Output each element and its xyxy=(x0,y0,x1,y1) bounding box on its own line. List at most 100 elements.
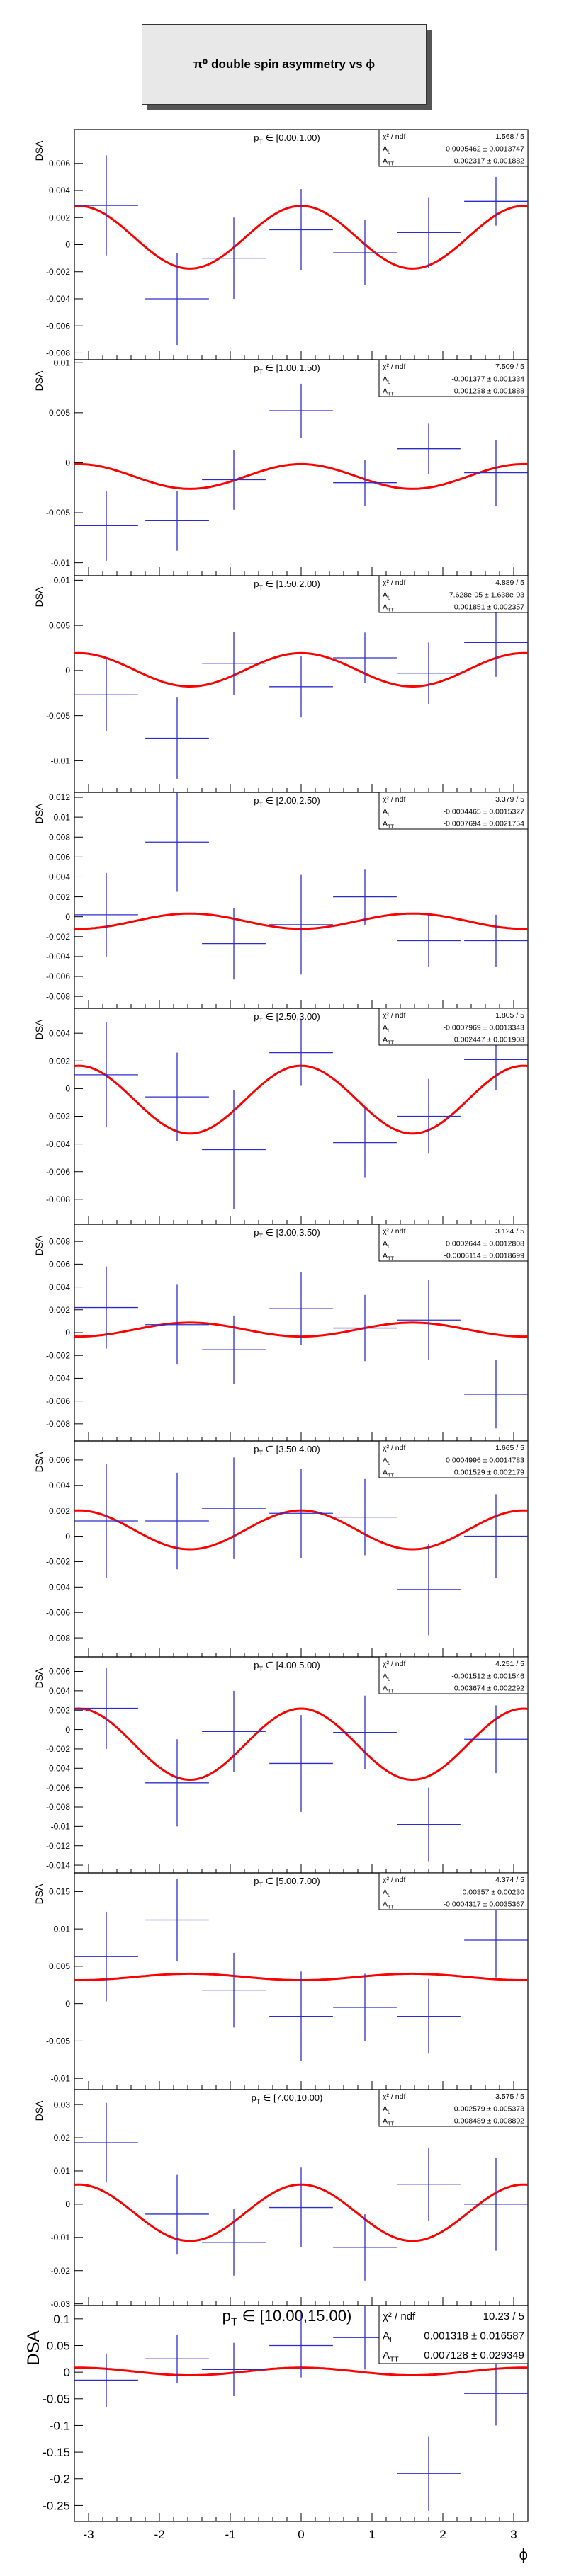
stat-label: ATT xyxy=(383,1469,395,1478)
x-tick-label: -3 xyxy=(83,2528,94,2541)
x-tick-label: -2 xyxy=(154,2528,164,2541)
data-point xyxy=(269,656,333,718)
panel-8: 0.006 0.004 0.002 0 -0.002 -0.004 -0.006 -0.008… xyxy=(33,1656,529,1874)
y-tick-label: -0.002 xyxy=(46,1744,70,1754)
y-tick-label: 0.002 xyxy=(49,892,70,902)
data-point xyxy=(464,1494,528,1578)
stat-label: χ² / ndf xyxy=(383,1660,405,1668)
panel-7: 0.006 0.004 0.002 0 -0.002 -0.004 -0.006 -0.008… xyxy=(33,1440,529,1658)
y-tick-label: -0.008 xyxy=(46,1195,70,1204)
stat-value: 0.007128 ± 0.029349 xyxy=(424,2349,524,2361)
data-point xyxy=(202,450,266,510)
data-point xyxy=(269,1469,333,1558)
data-point xyxy=(464,176,528,226)
stat-value: -0.0006114 ± 0.0018699 xyxy=(444,1252,524,1260)
stat-value: 0.001318 ± 0.016587 xyxy=(424,2330,524,2342)
stats-box: χ² / ndf 3.379 / 5 AL -0.0004465 ± 0.001532… xyxy=(378,792,529,830)
stat-value: 7.628e-05 ± 1.638e-03 xyxy=(449,591,524,599)
stat-label: ATT xyxy=(383,2117,395,2127)
stat-value: 3.379 / 5 xyxy=(495,795,524,804)
y-tick-label: 0 xyxy=(65,1532,70,1541)
data-point xyxy=(145,1472,209,1570)
y-tick-label: -0.05 xyxy=(43,2393,70,2406)
y-tick-label: -0.004 xyxy=(46,1374,70,1384)
data-point xyxy=(74,1266,138,1349)
data-point xyxy=(202,2342,266,2397)
panel-9: 0.015 0.01 0.005 0 -0.005 -0.01 DSA pT ∈ [5.00,… xyxy=(33,1872,529,2090)
data-point xyxy=(202,908,266,980)
panel-10: 0.03 0.02 0.01 0 -0.01 -0.02 -0.03 DSA pT ∈ [7.0… xyxy=(33,2089,529,2309)
stat-value: 7.509 / 5 xyxy=(495,363,524,371)
y-tick-label: 0 xyxy=(65,458,70,468)
stat-label: ATT xyxy=(383,2349,399,2364)
panel-3: 0.01 0.005 0 -0.005 -0.01 DSA pT ∈ [1.50,2.00)… xyxy=(33,575,529,793)
stat-value: -0.001377 ± 0.001334 xyxy=(451,375,524,383)
stat-label: AL xyxy=(383,2330,394,2345)
stat-label: χ² / ndf xyxy=(383,2092,405,2101)
stats-box: χ² / ndf 3.124 / 5 AL 0.0002644 ± 0.0012808… xyxy=(378,1224,529,1262)
stats-box: χ² / ndf 4.374 / 5 AL 0.00357 ± 0.00230 ATT -… xyxy=(378,1872,529,1910)
stat-value: 3.124 / 5 xyxy=(495,1227,524,1236)
stats-box: χ² / ndf 1.805 / 5 AL -0.0007969 ± 0.001334… xyxy=(378,1008,529,1046)
data-point xyxy=(74,872,138,957)
data-point xyxy=(269,2167,333,2247)
data-point xyxy=(145,1879,209,1961)
stat-label: AL xyxy=(383,1456,390,1466)
data-point xyxy=(464,914,528,967)
data-point xyxy=(397,1078,461,1154)
data-point xyxy=(74,2353,138,2407)
data-point xyxy=(464,1705,528,1774)
y-tick-label: 0.006 xyxy=(49,1260,70,1270)
stat-label: AL xyxy=(383,1888,390,1898)
figure-title: π⁰ double spin asymmetry vs ϕ xyxy=(142,24,427,105)
stat-value: -0.001512 ± 0.001546 xyxy=(451,1672,524,1680)
y-tick-label: -0.008 xyxy=(46,1419,70,1429)
y-tick-label: -0.01 xyxy=(51,1822,71,1832)
y-tick-label: -0.25 xyxy=(43,2499,70,2512)
stat-label: χ² / ndf xyxy=(383,1011,405,1020)
panel-11: 0.1 0.05 0 -0.05 -0.1 -0.15 -0.2 -0.25 DSA pT ∈ [… xyxy=(24,2305,529,2563)
panel-4: 0.012 0.01 0.008 0.006 0.004 0.002 0 -0.002 -0.0… xyxy=(33,792,529,1009)
y-tick-label: 0 xyxy=(65,1084,70,1094)
y-tick-label: -0.02 xyxy=(51,2266,71,2276)
stats-box: χ² / ndf 7.509 / 5 AL -0.001377 ± 0.001334 A… xyxy=(378,359,529,397)
stat-label: ATT xyxy=(383,157,395,167)
y-tick-label: 0.02 xyxy=(54,2133,71,2143)
y-axis-title: DSA xyxy=(24,2330,43,2365)
x-tick-label: 0 xyxy=(298,2528,304,2541)
stat-label: ATT xyxy=(383,1252,395,1262)
stat-value: 4.889 / 5 xyxy=(495,579,524,587)
y-tick-label: 0.004 xyxy=(49,186,70,195)
data-point xyxy=(397,642,461,705)
data-point xyxy=(397,1280,461,1360)
y-tick-label: -0.014 xyxy=(46,1860,70,1870)
y-tick-label: 0.01 xyxy=(54,358,71,367)
data-point xyxy=(202,2209,266,2276)
y-axis-title: DSA xyxy=(33,1452,45,1472)
y-tick-label: -0.006 xyxy=(46,971,70,981)
data-point xyxy=(202,1690,266,1772)
data-point xyxy=(145,697,209,779)
data-point xyxy=(397,914,461,967)
data-point xyxy=(333,2213,397,2281)
data-point xyxy=(74,1022,138,1128)
y-axis-title: DSA xyxy=(33,1235,45,1255)
data-point xyxy=(397,2436,461,2511)
y-tick-label: 0.01 xyxy=(54,2166,71,2176)
stat-label: AL xyxy=(383,144,390,154)
x-tick-label: -1 xyxy=(225,2528,235,2541)
panel-title: pT ∈ [10.00,15.00) xyxy=(222,2307,352,2329)
stat-value: -0.0007694 ± 0.0021754 xyxy=(444,820,525,828)
y-axis-title: DSA xyxy=(33,586,45,607)
y-tick-label: -0.2 xyxy=(50,2473,70,2486)
y-tick-label: 0 xyxy=(65,1999,70,2009)
stat-label: χ² / ndf xyxy=(383,132,405,141)
y-axis-title: DSA xyxy=(33,2100,45,2121)
data-point xyxy=(333,1107,397,1178)
y-axis-title: DSA xyxy=(33,140,45,161)
data-point xyxy=(397,1544,461,1636)
data-point xyxy=(74,1464,138,1578)
y-tick-label: -0.01 xyxy=(51,2073,71,2083)
y-tick-label: 0.01 xyxy=(54,1924,71,1934)
